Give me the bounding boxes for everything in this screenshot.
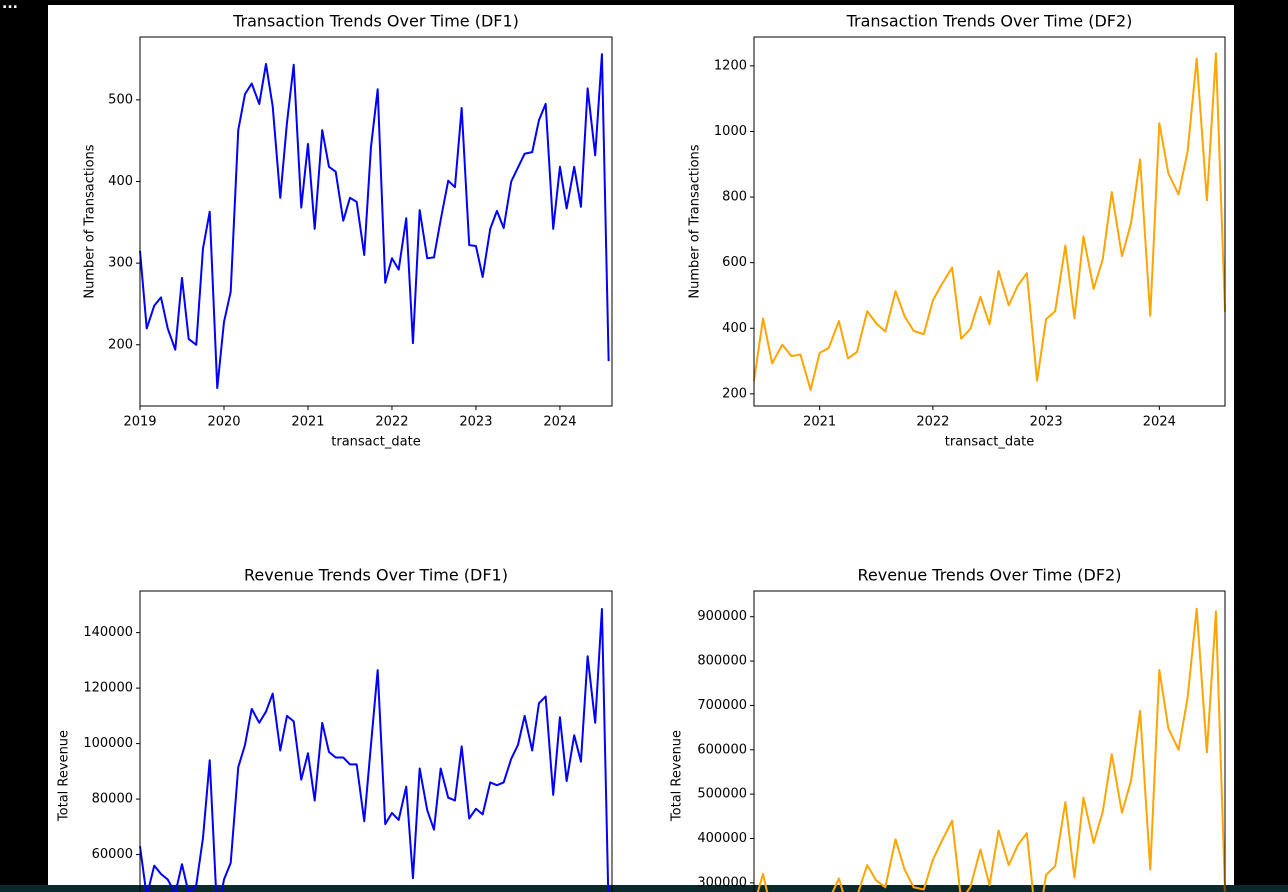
axes-frame (753, 36, 1226, 407)
y-tick-label: 60000 (92, 847, 133, 862)
y-tick-label: 600000 (697, 742, 747, 757)
x-tick-label: 2024 (543, 415, 576, 430)
data-line (753, 52, 1226, 391)
y-axis-label: Total Revenue (57, 730, 72, 822)
x-tick-label: 2023 (1030, 415, 1063, 430)
y-axis-label: Number of Transactions (688, 144, 703, 298)
y-tick-label: 100000 (83, 736, 133, 751)
data-line (756, 607, 1226, 892)
x-axis-label: transact_date (331, 435, 420, 450)
data-line (139, 53, 610, 390)
x-tick-label: 2022 (375, 415, 408, 430)
y-tick-label: 600 (722, 255, 747, 270)
y-tick-label: 1200 (714, 58, 747, 73)
y-tick-label: 400000 (697, 831, 747, 846)
bottom-strip (0, 885, 1288, 892)
y-tick-label: 200 (108, 337, 133, 352)
y-axis-label: Total Revenue (670, 730, 685, 822)
x-axis-label: transact_date (945, 435, 1034, 450)
chart-title: Revenue Trends Over Time (DF2) (858, 566, 1122, 585)
y-tick-label: 800 (722, 190, 747, 205)
y-tick-label: 400 (722, 321, 747, 336)
y-tick-label: 500 (108, 92, 133, 107)
y-tick-label: 700000 (697, 698, 747, 713)
y-tick-label: 400 (108, 174, 133, 189)
y-tick-label: 500000 (697, 787, 747, 802)
y-tick-label: 200 (722, 386, 747, 401)
axes-frame (139, 36, 613, 407)
chart-title: Transaction Trends Over Time (DF2) (846, 12, 1133, 31)
y-tick-label: 900000 (697, 609, 747, 624)
chart-title: Revenue Trends Over Time (DF1) (244, 566, 508, 585)
x-tick-label: 2023 (459, 415, 492, 430)
x-tick-label: 2021 (291, 415, 324, 430)
x-tick-label: 2021 (803, 415, 836, 430)
y-tick-label: 140000 (83, 625, 133, 640)
output-menu[interactable]: ... (2, 0, 18, 12)
y-tick-label: 80000 (92, 792, 133, 807)
chart-title: Transaction Trends Over Time (DF1) (232, 12, 519, 31)
y-tick-label: 800000 (697, 654, 747, 669)
axes-frame (139, 590, 613, 892)
data-line (139, 608, 610, 892)
x-tick-label: 2020 (207, 415, 240, 430)
x-tick-label: 2024 (1143, 415, 1176, 430)
y-axis-label: Number of Transactions (83, 144, 98, 298)
axes-frame (753, 590, 1226, 892)
x-tick-label: 2019 (123, 415, 156, 430)
y-tick-label: 1000 (714, 124, 747, 139)
x-tick-label: 2022 (916, 415, 949, 430)
y-tick-label: 120000 (83, 681, 133, 696)
y-tick-label: 300 (108, 256, 133, 271)
y-tick-label: 300000 (697, 875, 747, 890)
